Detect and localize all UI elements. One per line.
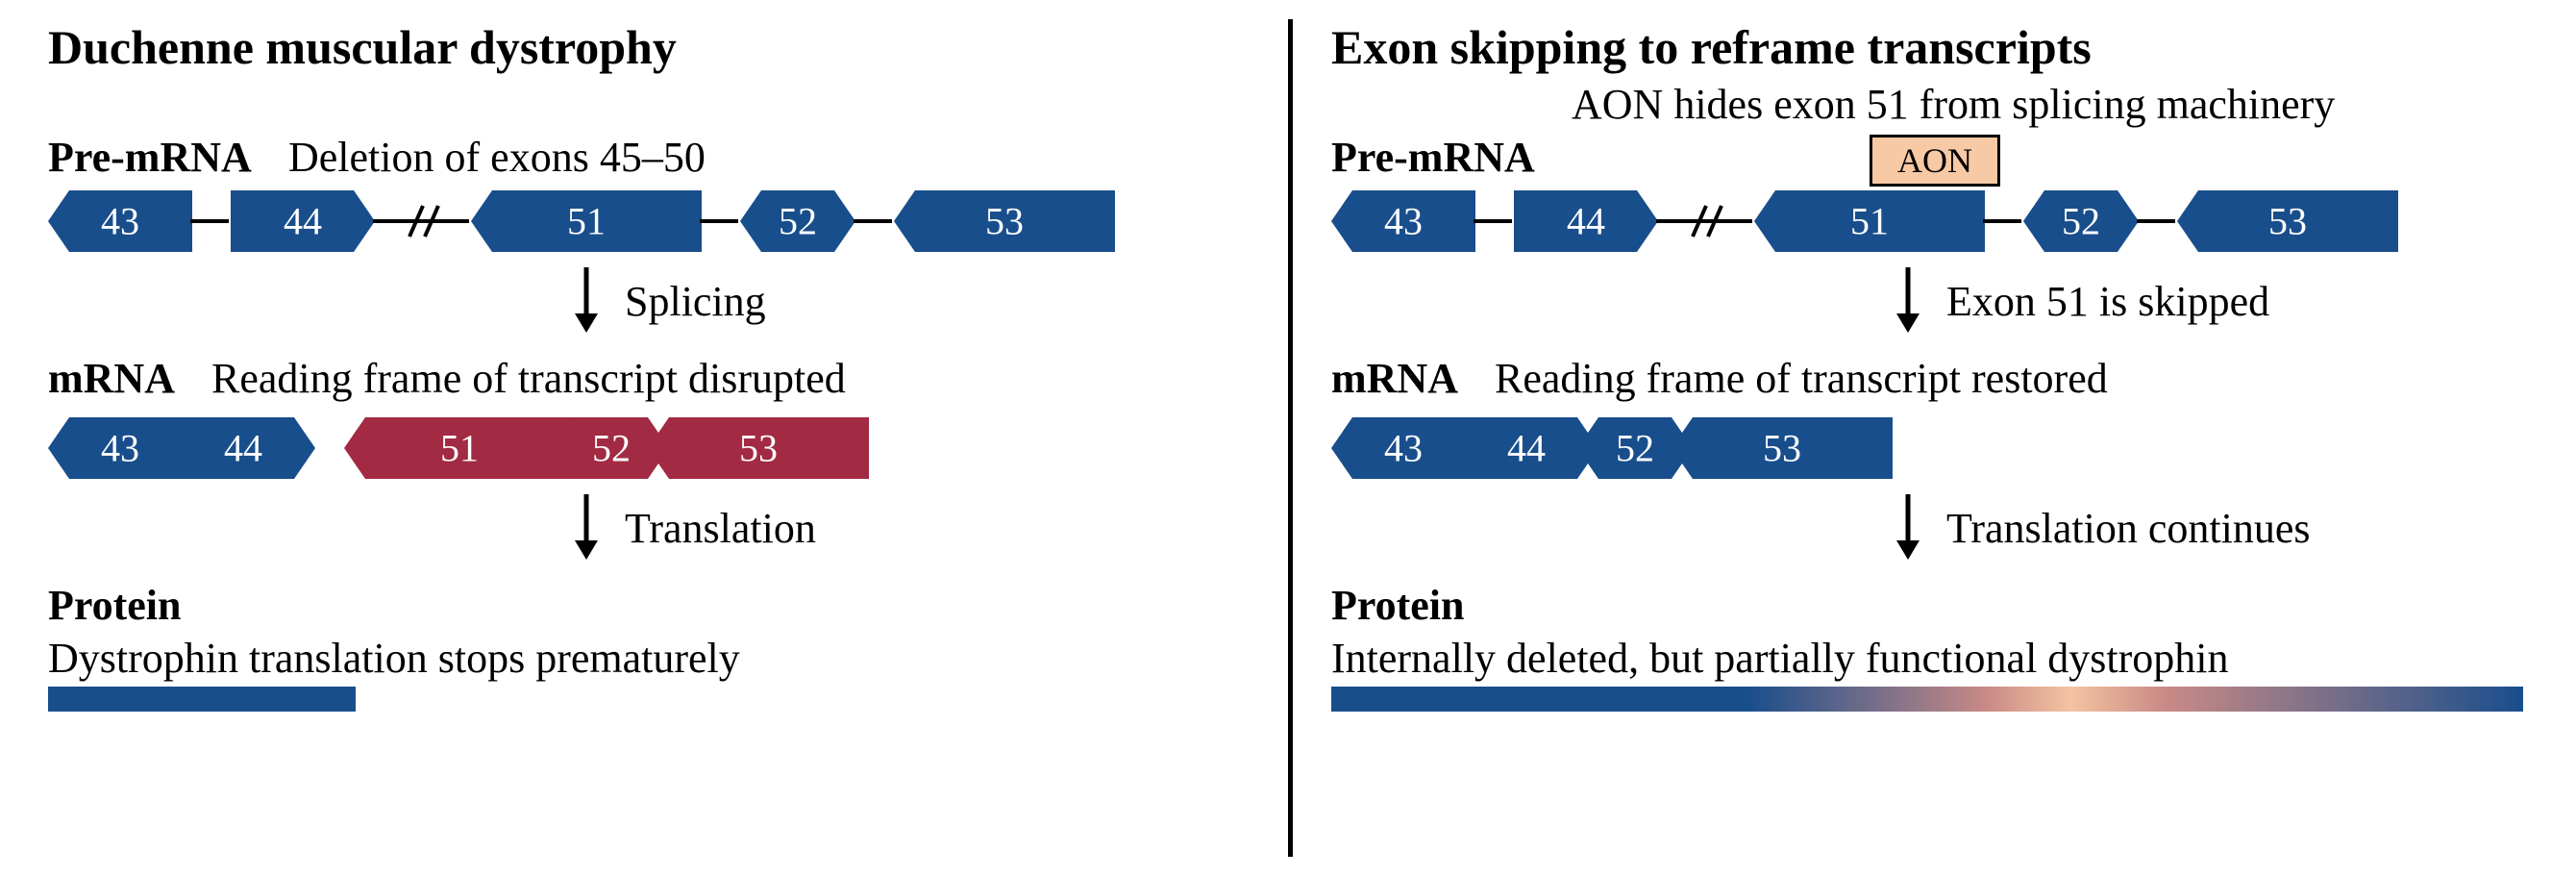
intron-line [1983,219,2021,223]
left-mrna-label: mRNA [48,354,175,403]
exon-label: 53 [1763,426,1801,471]
left-step2: Translation [625,504,816,553]
exon-44: 44 [171,417,315,479]
left-title: Duchenne muscular dystrophy [48,19,1250,75]
right-protein-bar [1331,687,2523,712]
exon-53: 53 [2177,190,2398,252]
right-pre-label: Pre-mRNA [1331,133,1535,182]
exon-label: 43 [1384,426,1423,471]
exon-label: 43 [1384,199,1423,244]
exon-label: 52 [779,199,817,244]
right-step1: Exon 51 is skipped [1946,277,2269,326]
exon-label: 51 [1850,199,1889,244]
left-protein-label: Protein [48,581,1250,630]
left-mrna-sub: Reading frame of transcript disrupted [211,354,846,403]
intron-line [700,219,738,223]
exon-43: 43 [1331,190,1475,252]
break-icon [1687,200,1729,242]
intron-line [2137,219,2175,223]
left-pre-row: 43 44 51 52 53 [48,190,1250,267]
exon-53: 53 [648,417,869,479]
panel-left: Duchenne muscular dystrophy Pre-mRNA Del… [29,19,1288,857]
break-icon [404,200,446,242]
panel-right: Exon skipping to reframe transcripts AON… [1288,19,2547,857]
arrow-down-icon [1889,267,1927,335]
exon-53: 53 [894,190,1115,252]
arrow-down-icon [567,267,606,335]
left-protein-sub: Dystrophin translation stops prematurely [48,634,1250,683]
exon-44: 44 [231,190,375,252]
exon-52: 52 [740,190,855,252]
exon-label: 43 [101,199,139,244]
exon-43: 43 [48,190,192,252]
exon-label: 53 [2268,199,2307,244]
intron-line [1474,219,1512,223]
arrow-down-icon [567,494,606,562]
left-mrna-row: 43 44 51 52 53 [48,417,1250,494]
exon-label: 52 [592,426,631,471]
arrow-down-icon [1889,494,1927,562]
intron-line [854,219,892,223]
exon-label: 44 [1567,199,1605,244]
exon-44: 44 [1514,190,1658,252]
right-protein-label: Protein [1331,581,2509,630]
exon-label: 51 [440,426,479,471]
exon-51: 51 [344,417,575,479]
right-mrna-sub: Reading frame of transcript restored [1495,354,2108,403]
right-protein-sub: Internally deleted, but partially functi… [1331,634,2509,683]
right-pre-row: 43 44 51 52 53 [1331,190,2509,267]
exon-label: 52 [2062,199,2100,244]
exon-label: 44 [284,199,322,244]
exon-label: 52 [1616,426,1654,471]
exon-label: 44 [224,426,262,471]
left-protein-bar [48,687,356,712]
left-step1: Splicing [625,277,766,326]
intron-line [190,219,229,223]
exon-52: 52 [2023,190,2139,252]
exon-53: 53 [1672,417,1893,479]
left-pre-sub: Deletion of exons 45–50 [288,133,706,182]
aon-box: AON [1870,135,2000,187]
exon-label: 51 [567,199,606,244]
right-title: Exon skipping to reframe transcripts [1331,19,2509,75]
exon-51: 51 [471,190,702,252]
exon-51: 51 [1754,190,1985,252]
left-pre-label: Pre-mRNA [48,133,252,182]
exon-label: 53 [985,199,1024,244]
exon-label: 43 [101,426,139,471]
right-aon-note: AON hides exon 51 from splicing machiner… [1572,80,2335,129]
exon-label: 44 [1507,426,1546,471]
exon-label: 53 [739,426,778,471]
right-step2: Translation continues [1946,504,2310,553]
right-mrna-row: 43 44 52 53 [1331,417,2509,494]
right-mrna-label: mRNA [1331,354,1458,403]
aon-label: AON [1897,143,1972,178]
